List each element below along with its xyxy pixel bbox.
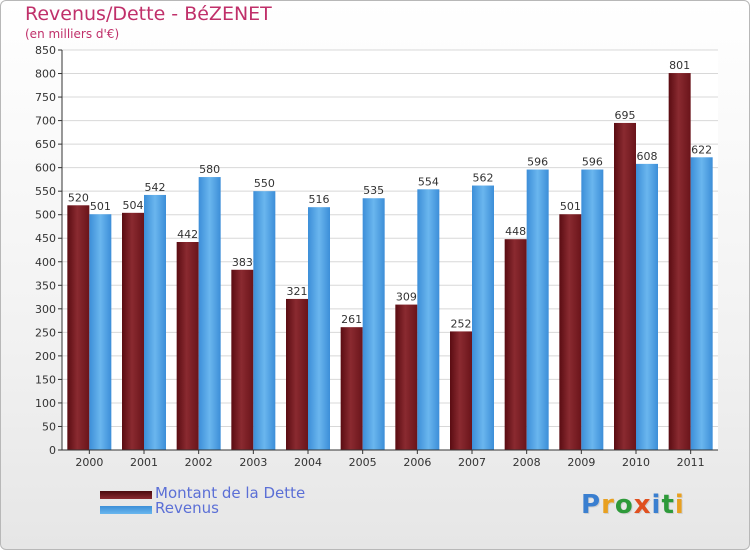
y-tick-label: 650 bbox=[35, 138, 56, 151]
value-label-revenus-2000: 501 bbox=[90, 200, 111, 213]
bar-revenus-2008 bbox=[526, 169, 549, 450]
x-tick-label-2005: 2005 bbox=[349, 456, 377, 469]
bar-dette-2007 bbox=[450, 331, 472, 450]
bars bbox=[67, 73, 713, 451]
axes: 0 50 100 150 200 250 300 350 400 450 500 550 600 650 7… bbox=[35, 44, 718, 469]
y-tick-label: 150 bbox=[35, 373, 56, 386]
bar-dette-2001 bbox=[122, 212, 144, 450]
bar-dette-2008 bbox=[504, 239, 527, 450]
y-tick-label: 750 bbox=[35, 91, 56, 104]
logo-letter: t bbox=[661, 490, 675, 520]
value-label-dette-2000: 520 bbox=[68, 191, 89, 204]
logo-letter: o bbox=[614, 490, 634, 520]
y-tick-label: 600 bbox=[35, 162, 56, 175]
y-tick-label: 450 bbox=[35, 232, 56, 245]
legend-label-dette: Montant de la Dette bbox=[155, 484, 306, 502]
bar-dette-2010 bbox=[614, 122, 636, 451]
bar-dette-2000 bbox=[67, 205, 90, 450]
bar-revenus-2003 bbox=[253, 191, 276, 451]
y-tick-label: 100 bbox=[35, 397, 56, 410]
value-label-revenus-2007: 562 bbox=[473, 172, 494, 185]
value-label-revenus-2001: 542 bbox=[145, 181, 166, 194]
value-label-dette-2002: 442 bbox=[177, 228, 198, 241]
x-tick-label-2001: 2001 bbox=[130, 456, 158, 469]
value-label-dette-2008: 448 bbox=[505, 225, 526, 238]
value-label-dette-2011: 801 bbox=[669, 59, 690, 72]
value-label-dette-2005: 261 bbox=[341, 313, 362, 326]
x-tick-label-2000: 2000 bbox=[75, 456, 103, 469]
logo-letter: x bbox=[633, 490, 652, 520]
value-label-dette-2004: 321 bbox=[287, 285, 308, 298]
value-label-dette-2009: 501 bbox=[560, 200, 581, 213]
value-label-revenus-2003: 550 bbox=[254, 177, 275, 190]
plot-area bbox=[62, 50, 718, 450]
bar-dette-2006 bbox=[395, 304, 418, 450]
logo-letter: i bbox=[651, 490, 662, 520]
bar-revenus-2000 bbox=[89, 214, 112, 450]
x-tick-label-2003: 2003 bbox=[239, 456, 267, 469]
bar-revenus-2009 bbox=[581, 169, 604, 450]
value-label-revenus-2008: 596 bbox=[527, 156, 548, 169]
bar-dette-2011 bbox=[668, 73, 691, 450]
y-tick-label: 850 bbox=[35, 44, 56, 57]
proxiti-logo: Proxiti bbox=[581, 490, 685, 520]
value-label-dette-2006: 309 bbox=[396, 291, 417, 304]
chart-subtitle: (en milliers d'€) bbox=[25, 27, 120, 41]
x-tick-label-2004: 2004 bbox=[294, 456, 322, 469]
y-tick-label: 350 bbox=[35, 279, 56, 292]
bar-dette-2004 bbox=[286, 298, 308, 450]
x-tick-label-2002: 2002 bbox=[185, 456, 213, 469]
value-label-dette-2007: 252 bbox=[451, 317, 472, 330]
logo-letter: P bbox=[581, 490, 602, 520]
value-label-dette-2003: 383 bbox=[232, 256, 253, 269]
bar-dette-2002 bbox=[176, 242, 199, 450]
x-tick-label-2011: 2011 bbox=[677, 456, 705, 469]
chart-title: Revenus/Dette - BéZENET bbox=[25, 3, 272, 25]
value-label-revenus-2004: 516 bbox=[309, 193, 330, 206]
y-tick-label: 0 bbox=[49, 444, 56, 457]
value-label-revenus-2011: 622 bbox=[691, 143, 712, 156]
bar-dette-2005 bbox=[340, 327, 363, 450]
x-tick-label-2006: 2006 bbox=[403, 456, 431, 469]
bar-revenus-2005 bbox=[362, 198, 385, 450]
value-label-revenus-2002: 580 bbox=[199, 163, 220, 176]
value-label-revenus-2009: 596 bbox=[582, 156, 603, 169]
bar-revenus-2007 bbox=[472, 185, 494, 450]
x-tick-label-2009: 2009 bbox=[567, 456, 595, 469]
bar-revenus-2010 bbox=[636, 163, 658, 450]
x-tick-label-2010: 2010 bbox=[622, 456, 650, 469]
x-tick-label-2008: 2008 bbox=[513, 456, 541, 469]
value-label-dette-2001: 504 bbox=[123, 199, 144, 212]
value-label-dette-2010: 695 bbox=[615, 109, 636, 122]
logo-letter: i bbox=[674, 490, 685, 520]
y-tick-label: 400 bbox=[35, 256, 56, 269]
value-label-revenus-2010: 608 bbox=[637, 150, 658, 163]
logo-letter: r bbox=[601, 490, 615, 520]
y-tick-label: 50 bbox=[42, 420, 56, 433]
legend-swatch-dette bbox=[100, 491, 152, 499]
legend-label-revenus: Revenus bbox=[155, 499, 219, 517]
y-tick-label: 250 bbox=[35, 326, 56, 339]
bar-dette-2003 bbox=[231, 269, 254, 450]
value-label-revenus-2005: 535 bbox=[363, 184, 384, 197]
bar-dette-2009 bbox=[559, 214, 582, 450]
bar-revenus-2002 bbox=[198, 177, 221, 450]
legend-swatch-revenus bbox=[100, 506, 152, 514]
bar-revenus-2006 bbox=[417, 189, 440, 450]
y-tick-label: 550 bbox=[35, 185, 56, 198]
y-tick-label: 700 bbox=[35, 115, 56, 128]
value-label-revenus-2006: 554 bbox=[418, 175, 439, 188]
bar-revenus-2011 bbox=[690, 157, 713, 450]
y-tick-label: 200 bbox=[35, 350, 56, 363]
y-tick-label: 500 bbox=[35, 209, 56, 222]
y-tick-label: 800 bbox=[35, 68, 56, 81]
y-tick-label: 300 bbox=[35, 303, 56, 316]
x-tick-label-2007: 2007 bbox=[458, 456, 486, 469]
bar-revenus-2001 bbox=[144, 194, 166, 450]
grid-lines bbox=[62, 49, 718, 451]
bar-revenus-2004 bbox=[308, 207, 330, 450]
